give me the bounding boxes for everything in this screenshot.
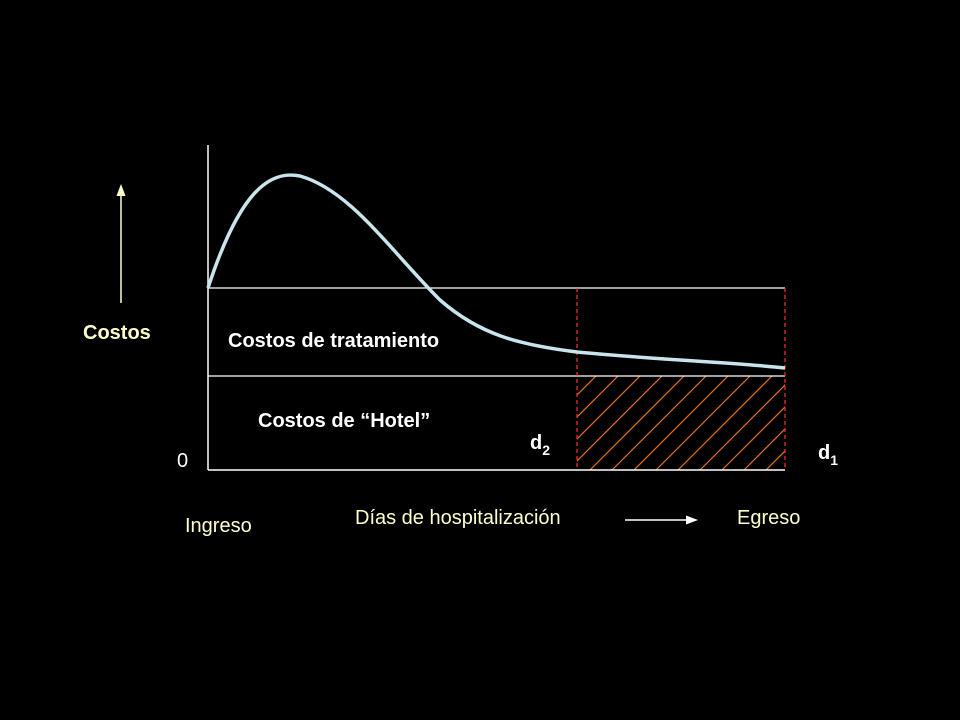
marker-subscript: 1 — [830, 452, 838, 468]
hatch-line — [577, 376, 641, 440]
x-axis-label: Días de hospitalización — [355, 507, 561, 529]
hatch-line — [743, 428, 785, 470]
hatch-line — [655, 376, 751, 470]
x-end-label: Egreso — [737, 507, 800, 529]
hatch-line — [699, 384, 785, 470]
hatch-line — [611, 376, 707, 470]
hatch-line — [577, 376, 619, 418]
hatch-line — [721, 406, 785, 470]
marker-letter: d — [530, 432, 542, 454]
region-label: Costos de tratamiento — [228, 330, 439, 352]
marker-letter: d — [818, 442, 830, 464]
hatch-line — [765, 450, 785, 470]
cost-curve — [206, 173, 786, 370]
hatch — [577, 376, 785, 470]
marker-label: d1 — [818, 442, 838, 468]
marker-label: d2 — [530, 432, 550, 458]
hatch-line — [633, 376, 729, 470]
region-label: Costos de “Hotel” — [258, 410, 430, 432]
marker-subscript: 2 — [542, 442, 550, 458]
hatch-line — [577, 376, 663, 462]
x-start-label: Ingreso — [185, 515, 252, 537]
hatch-line — [589, 376, 685, 470]
y-axis-label: Costos — [83, 322, 151, 344]
origin-label: 0 — [177, 450, 188, 472]
hatch-line — [577, 376, 597, 396]
hatch-line — [677, 376, 773, 470]
